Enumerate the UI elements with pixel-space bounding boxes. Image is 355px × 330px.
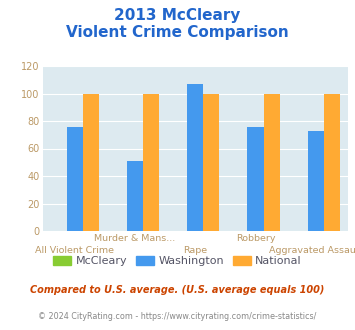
Text: 2013 McCleary: 2013 McCleary bbox=[114, 8, 241, 23]
Bar bbox=[308, 131, 324, 231]
Text: © 2024 CityRating.com - https://www.cityrating.com/crime-statistics/: © 2024 CityRating.com - https://www.city… bbox=[38, 312, 317, 321]
Text: Compared to U.S. average. (U.S. average equals 100): Compared to U.S. average. (U.S. average … bbox=[30, 285, 325, 295]
Bar bbox=[67, 126, 83, 231]
Legend: McCleary, Washington, National: McCleary, Washington, National bbox=[49, 251, 306, 271]
Bar bbox=[203, 93, 219, 231]
Bar bbox=[247, 126, 263, 231]
Bar bbox=[83, 93, 99, 231]
Bar bbox=[187, 84, 203, 231]
Bar bbox=[143, 93, 159, 231]
Text: Violent Crime Comparison: Violent Crime Comparison bbox=[66, 25, 289, 40]
Bar bbox=[324, 93, 340, 231]
Bar bbox=[127, 161, 143, 231]
Bar bbox=[263, 93, 280, 231]
